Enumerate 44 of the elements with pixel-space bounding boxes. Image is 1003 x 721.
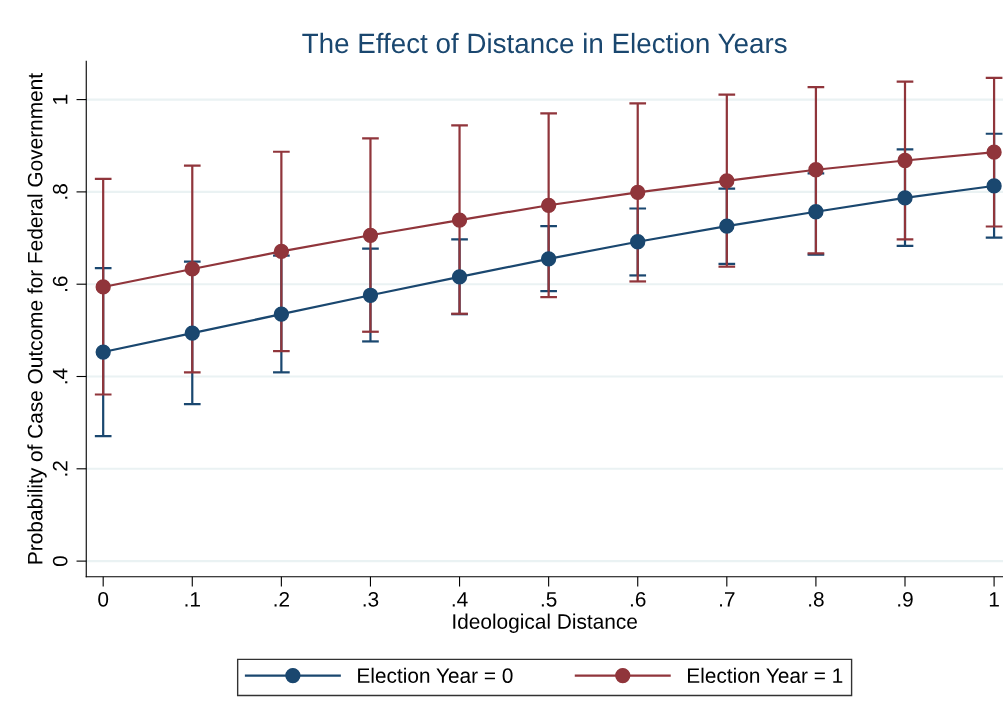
point [273,306,290,322]
point [808,204,824,220]
point [630,184,646,200]
y-tick-label: .8 [52,184,68,199]
x-tick-label: 1 [989,592,999,607]
x-tick-label: .5 [541,592,557,607]
point [451,269,468,285]
y-tick-label: 1 [53,94,68,104]
chart-title: The Effect of Distance in Election Years [302,32,787,54]
point [986,178,1002,194]
point [184,261,200,277]
x-tick-label: .8 [809,591,824,607]
point [184,325,200,341]
point [540,197,557,213]
point [362,227,379,243]
x-tick-label: .1 [185,592,200,607]
point [273,243,290,260]
point [95,344,111,360]
x-tick-label: .4 [452,592,468,607]
point [986,144,1002,160]
y-tick-label: .4 [53,368,68,384]
y-tick-label: .2 [52,461,68,476]
x-tick-label: .2 [274,591,290,607]
x-tick-label: .9 [898,591,913,607]
x-tick-label: .3 [363,591,379,607]
point [362,287,379,303]
x-tick-label: 0 [98,591,109,607]
legend-label: Election Year = 0 [358,667,513,684]
point [808,162,824,178]
point [630,234,646,250]
y-axis-title: Probability of Case Outcome for Federal Government [27,73,47,564]
point [897,190,913,206]
point [897,152,913,169]
x-axis-title: Ideological Distance [453,613,637,633]
point [719,173,735,189]
legend-label: Election Year = 1 [688,667,843,684]
x-tick-label: .6 [630,591,646,607]
y-tick-label: 0 [52,556,68,567]
y-tick-label: .6 [52,276,68,291]
point [719,218,735,234]
x-tick-label: .7 [720,592,735,607]
point [540,251,557,267]
point [95,279,111,295]
point [451,212,468,228]
